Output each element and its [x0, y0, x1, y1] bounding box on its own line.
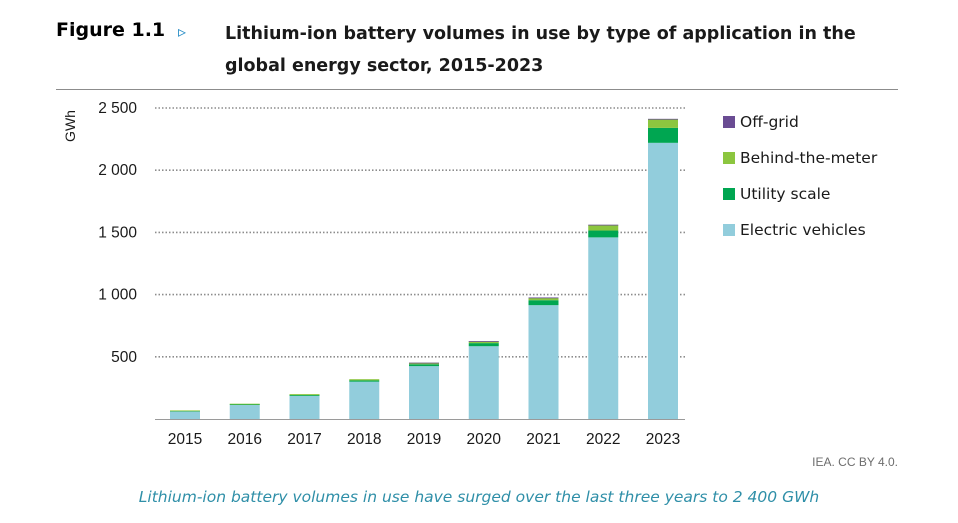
figure-arrow-icon: ▹ [178, 22, 187, 41]
bar-segment [229, 403, 260, 405]
legend-swatch-behind-the-meter [723, 152, 735, 164]
bar-segment [648, 118, 678, 120]
x-tick-label: 2019 [407, 431, 441, 448]
bar-segment [528, 297, 559, 299]
bar-segment [170, 410, 200, 412]
legend-label-utility-scale: Utility scale [740, 185, 831, 203]
bar-segment [349, 380, 380, 382]
figure-title: Lithium-ion battery volumes in use by ty… [225, 24, 856, 76]
bar-segment [409, 362, 439, 365]
bar-segment [468, 341, 499, 342]
bar-segment [648, 119, 678, 128]
bar-segment [468, 341, 499, 344]
bar-segment [588, 224, 619, 231]
legend-item-behind-the-meter: Behind-the-meter [723, 140, 877, 176]
bar-segment [229, 404, 260, 419]
x-tick-label: 2021 [526, 431, 560, 448]
legend-label-behind-the-meter: Behind-the-meter [740, 149, 878, 167]
bar-segment [468, 343, 499, 347]
legend-item-electric-vehicles: Electric vehicles [723, 212, 877, 248]
x-tick-label: 2018 [347, 431, 381, 448]
y-tick-label: 500 [111, 349, 137, 366]
y-tick-label: 2 000 [98, 162, 137, 179]
figure-label: Figure 1.1 [56, 19, 166, 41]
chart-caption: Lithium-ion battery volumes in use have … [138, 488, 820, 506]
legend-label-off-grid: Off-grid [740, 113, 799, 131]
y-axis-label: GWh [62, 110, 78, 142]
legend: Off-grid Behind-the-meter Utility scale … [723, 104, 877, 248]
bar-segment [588, 237, 619, 419]
bar-segment [170, 410, 200, 419]
bar-segment [588, 224, 619, 226]
bar-segment [468, 346, 499, 419]
legend-swatch-electric-vehicles [723, 224, 735, 236]
bar-segment [588, 230, 619, 238]
bar-segment [409, 366, 439, 419]
bar-segment [528, 297, 559, 301]
bar-segment [409, 364, 439, 367]
bar-segment [648, 127, 678, 143]
bar-segment [289, 395, 320, 419]
bar-segment [289, 395, 320, 396]
bar-segment [289, 394, 320, 396]
bar-segment [229, 404, 260, 405]
y-tick-label: 2 500 [98, 100, 137, 117]
bar-segment [349, 379, 380, 381]
x-tick-label: 2017 [287, 431, 321, 448]
bar-segment [648, 142, 678, 419]
bar-segment [349, 381, 380, 419]
x-tick-label: 2015 [168, 431, 202, 448]
source-note: IEA. CC BY 4.0. [812, 455, 898, 469]
legend-swatch-utility-scale [723, 188, 735, 200]
bar-segment [409, 362, 439, 364]
x-tick-label: 2022 [586, 431, 620, 448]
legend-label-electric-vehicles: Electric vehicles [740, 221, 866, 239]
x-tick-label: 2020 [467, 431, 502, 448]
chart: 500 1 000 1 500 2 000 2 500 GWh 2015 2016 2017 20… [62, 100, 685, 448]
x-tick-label: 2016 [228, 431, 262, 448]
y-tick-label: 1 500 [98, 224, 137, 241]
legend-swatch-off-grid [723, 116, 735, 128]
legend-item-off-grid: Off-grid [723, 104, 877, 140]
bar-segment [528, 300, 559, 306]
y-tick-label: 1 000 [98, 287, 137, 304]
x-tick-label: 2023 [646, 431, 680, 448]
bar-segment [528, 305, 559, 419]
title-divider [56, 89, 898, 90]
legend-item-utility-scale: Utility scale [723, 176, 877, 212]
